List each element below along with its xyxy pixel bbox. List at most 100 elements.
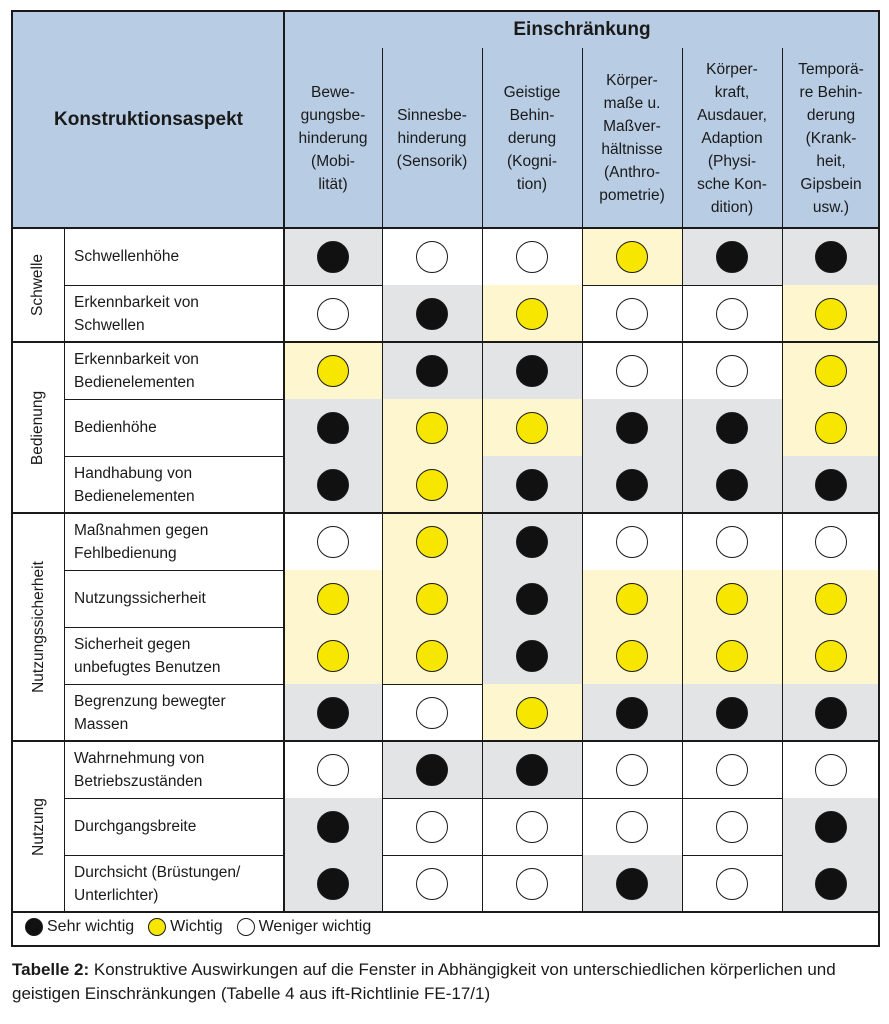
rating-cell: [782, 741, 878, 798]
rating-cell: [682, 342, 782, 399]
rating-white-dot-icon: [815, 753, 847, 786]
rating-white-dot-icon: [516, 810, 548, 843]
column-divider: [682, 48, 683, 912]
rating-cell: [382, 798, 482, 855]
rating-cell: [782, 570, 878, 627]
rating-white-dot-icon: [416, 696, 448, 729]
rating-cell: [482, 570, 582, 627]
column-header: Temporä- re Behin- derung (Krank- heit, …: [798, 60, 864, 216]
legend-item: Weniger wichtig: [236, 917, 372, 936]
rating-cell: [382, 741, 482, 798]
rating-black-dot-icon: [516, 354, 548, 387]
rating-yellow-dot-icon: [516, 297, 548, 330]
rating-white-dot-icon: [317, 753, 349, 786]
column-header: Geistige Behin- derung (Kogni- tion): [503, 83, 561, 193]
rating-white-dot-icon: [616, 753, 648, 786]
rating-cell: [782, 342, 878, 399]
rating-black-dot-icon: [716, 240, 748, 273]
rating-black-dot-icon: [616, 468, 648, 501]
group-label: Bedienung: [13, 342, 64, 513]
group-label-text: Nutzung: [29, 797, 47, 856]
rating-cell: [682, 627, 782, 684]
group-column-divider: [64, 228, 65, 912]
rating-cell: [382, 855, 482, 912]
rating-cell: [782, 513, 878, 570]
rating-white-dot-icon: [716, 297, 748, 330]
rating-yellow-dot-icon: [616, 240, 648, 273]
rating-cell: [682, 456, 782, 513]
rating-yellow-dot-icon: [416, 411, 448, 444]
rating-yellow-dot-icon: [516, 411, 548, 444]
rating-cell: [782, 798, 878, 855]
rating-black-dot-icon: [716, 468, 748, 501]
rating-black-dot-icon: [317, 411, 349, 444]
rating-cell: [682, 570, 782, 627]
rating-black-dot-icon: [416, 354, 448, 387]
rating-cell: [482, 342, 582, 399]
rating-white-dot-icon: [616, 525, 648, 558]
row-label: Erkennbarkeit von Bedienelementen: [74, 350, 199, 391]
rating-cell: [382, 627, 482, 684]
rating-black-dot-icon: [416, 297, 448, 330]
rating-cell: [284, 456, 382, 513]
legend-label: Sehr wichtig: [47, 917, 135, 935]
rating-cell: [582, 855, 682, 912]
rating-cell: [284, 741, 382, 798]
rating-black-dot-icon: [815, 240, 847, 273]
rating-yellow-dot-icon: [815, 297, 847, 330]
rating-white-dot-icon: [716, 810, 748, 843]
row-divider: [64, 683, 878, 685]
rating-cell: [382, 342, 482, 399]
rating-black-dot-icon: [516, 525, 548, 558]
rating-white-dot-icon: [616, 354, 648, 387]
group-divider: [13, 911, 878, 913]
rating-cell: [682, 741, 782, 798]
rating-yellow-dot-icon: [815, 639, 847, 672]
column-header: Körper- kraft, Ausdauer, Adaption (Physi…: [697, 60, 767, 216]
group-divider: [13, 512, 878, 514]
rating-white-dot-icon: [416, 810, 448, 843]
group-divider: [13, 740, 878, 742]
rating-cell: [582, 684, 682, 741]
rating-white-dot-icon: [416, 240, 448, 273]
rating-cell: [682, 684, 782, 741]
rating-cell: [582, 570, 682, 627]
rating-yellow-dot-icon: [416, 639, 448, 672]
rating-cell: [782, 627, 878, 684]
rating-cell: [382, 399, 482, 456]
row-label: Sicherheit gegen unbefugtes Benutzen: [74, 635, 221, 676]
rating-cell: [682, 399, 782, 456]
rating-cell: [682, 798, 782, 855]
column-divider: [482, 48, 483, 912]
rating-cell: [782, 684, 878, 741]
rating-black-dot-icon: [716, 696, 748, 729]
row-label: Erkennbarkeit von Schwellen: [74, 293, 199, 334]
group-label-text: Nutzungssicherheit: [29, 561, 47, 693]
rating-black-dot-icon: [317, 696, 349, 729]
rating-cell: [382, 684, 482, 741]
rating-black-dot-icon: [516, 582, 548, 615]
rating-cell: [582, 228, 682, 285]
rating-yellow-dot-icon: [516, 696, 548, 729]
rating-cell: [382, 456, 482, 513]
rating-cell: [582, 741, 682, 798]
row-label: Nutzungssicherheit: [74, 590, 206, 607]
rating-cell: [284, 798, 382, 855]
rating-cell: [782, 456, 878, 513]
table-caption: Tabelle 2: Konstruktive Auswirkungen auf…: [12, 958, 872, 1006]
rating-white-dot-icon: [317, 297, 349, 330]
rating-yellow-dot-icon: [815, 582, 847, 615]
rating-cell: [582, 798, 682, 855]
rating-cell: [284, 285, 382, 342]
rating-cell: [482, 513, 582, 570]
legend-label: Weniger wichtig: [258, 917, 372, 935]
rating-black-dot-icon: [815, 468, 847, 501]
rating-yellow-dot-icon: [416, 582, 448, 615]
rating-white-dot-icon: [516, 240, 548, 273]
legend-white-dot-icon: [236, 917, 255, 936]
row-label: Durchgangsbreite: [74, 818, 197, 835]
row-label: Begrenzung bewegter Massen: [74, 692, 226, 733]
rating-cell: [284, 684, 382, 741]
row-divider: [64, 797, 878, 799]
rating-cell: [482, 741, 582, 798]
